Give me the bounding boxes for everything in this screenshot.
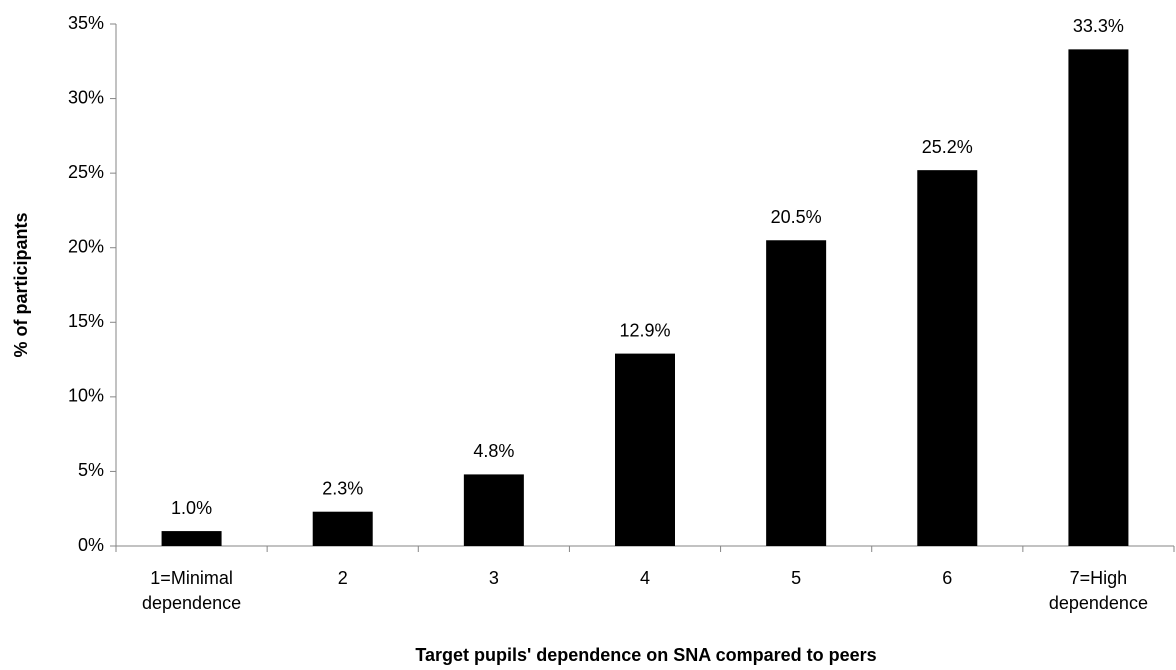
x-tick-label: 2	[337, 568, 348, 588]
x-tick-label: 3	[488, 568, 499, 588]
bar	[161, 531, 222, 546]
value-label: 1.0%	[171, 498, 212, 518]
value-label: 4.8%	[473, 441, 514, 461]
x-tick-label: 6	[942, 568, 953, 588]
y-tick-label: 35%	[68, 13, 104, 33]
x-tick-label: 4	[639, 568, 650, 588]
value-label: 12.9%	[619, 320, 670, 340]
y-tick-label: 0%	[78, 535, 104, 555]
y-tick-label: 20%	[68, 236, 104, 256]
bar	[766, 240, 827, 546]
bar	[312, 511, 373, 546]
x-tick-label: 5	[791, 568, 802, 588]
value-label: 25.2%	[922, 137, 973, 157]
y-tick-label: 10%	[68, 386, 104, 406]
value-label: 2.3%	[322, 478, 363, 498]
x-axis-title: Target pupils' dependence on SNA compare…	[415, 645, 876, 665]
x-tick-label: 1=Minimal dependence	[142, 568, 242, 613]
y-tick-label: 5%	[78, 460, 104, 480]
bar	[463, 474, 524, 546]
y-axis-title: % of participants	[11, 212, 31, 357]
bar	[1068, 49, 1129, 547]
y-tick-label: 30%	[68, 87, 104, 107]
y-tick-label: 25%	[68, 162, 104, 182]
value-label: 20.5%	[771, 207, 822, 227]
value-label: 33.3%	[1073, 16, 1124, 36]
y-tick-label: 15%	[68, 311, 104, 331]
bar	[615, 353, 675, 546]
x-tick-label: 7=High dependence	[1048, 568, 1148, 613]
bar	[917, 170, 978, 546]
